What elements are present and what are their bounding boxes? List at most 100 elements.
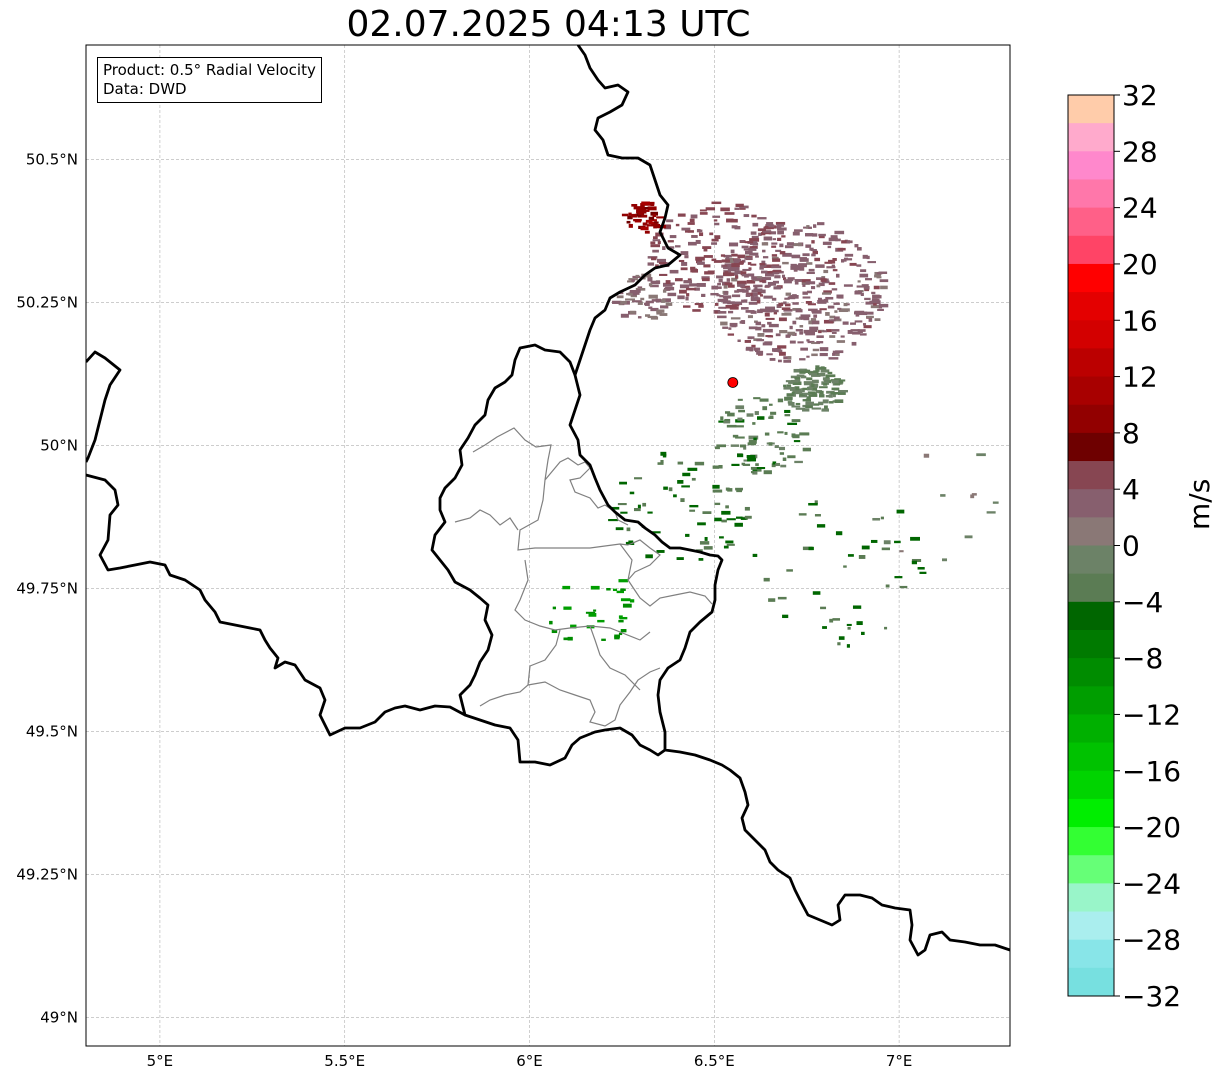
velocity-pixel bbox=[732, 434, 739, 438]
velocity-pixel bbox=[757, 228, 766, 232]
velocity-pixel bbox=[633, 206, 643, 210]
velocity-pixel bbox=[789, 387, 796, 391]
velocity-pixel bbox=[750, 231, 757, 235]
velocity-pixel bbox=[590, 585, 600, 590]
velocity-pixel bbox=[793, 440, 801, 443]
canton-boundary bbox=[454, 427, 713, 727]
velocity-pixel bbox=[792, 243, 802, 247]
velocity-pixel bbox=[773, 310, 778, 315]
velocity-pixel bbox=[809, 372, 817, 376]
colorbar-segment bbox=[1068, 151, 1114, 180]
velocity-pixel bbox=[832, 258, 837, 261]
velocity-pixel bbox=[840, 259, 845, 263]
info-data-source: Data: DWD bbox=[103, 80, 187, 98]
velocity-pixel bbox=[873, 285, 880, 290]
velocity-pixel bbox=[677, 213, 686, 217]
velocity-pixel bbox=[714, 517, 722, 522]
velocity-pixel bbox=[834, 230, 845, 235]
velocity-pixel bbox=[784, 431, 788, 435]
velocity-pixel bbox=[617, 503, 627, 506]
velocity-pixel bbox=[795, 309, 803, 313]
velocity-pixel bbox=[805, 301, 812, 304]
velocity-pixel bbox=[691, 235, 698, 238]
velocity-pixel bbox=[827, 245, 832, 249]
velocity-pixel bbox=[629, 310, 636, 314]
velocity-pixel bbox=[819, 347, 829, 352]
velocity-pixel bbox=[762, 406, 768, 411]
velocity-pixel bbox=[637, 286, 643, 289]
velocity-pixel bbox=[811, 379, 819, 384]
colorbar-segment bbox=[1068, 432, 1114, 462]
velocity-pixel bbox=[652, 249, 659, 253]
velocity-pixel bbox=[831, 264, 835, 268]
velocity-pixel bbox=[786, 242, 794, 246]
velocity-pixel bbox=[731, 463, 740, 467]
velocity-pixel bbox=[765, 306, 776, 311]
velocity-pixel bbox=[690, 266, 696, 270]
velocity-pixel bbox=[751, 214, 757, 218]
velocity-pixel bbox=[821, 381, 830, 385]
velocity-pixel bbox=[828, 237, 838, 242]
map-frame-background bbox=[86, 45, 1010, 1046]
velocity-pixel bbox=[810, 318, 817, 321]
velocity-pixel bbox=[784, 245, 794, 249]
velocity-pixel bbox=[771, 297, 777, 301]
velocity-pixel bbox=[790, 263, 797, 266]
velocity-pixel bbox=[790, 265, 796, 270]
velocity-pixel bbox=[857, 329, 866, 332]
velocity-pixel bbox=[804, 369, 811, 374]
velocity-pixel bbox=[648, 283, 653, 287]
velocity-pixel bbox=[816, 374, 825, 377]
velocity-pixel bbox=[819, 394, 825, 398]
velocity-pixel bbox=[821, 280, 830, 284]
velocity-pixel bbox=[785, 292, 792, 296]
velocity-pixel bbox=[628, 212, 632, 216]
velocity-pixel bbox=[870, 305, 879, 309]
velocity-pixel bbox=[792, 434, 800, 439]
velocity-pixel bbox=[816, 341, 824, 344]
velocity-pixel bbox=[763, 264, 774, 268]
velocity-pixel bbox=[821, 292, 831, 295]
velocity-pixel bbox=[728, 242, 739, 247]
velocity-pixel bbox=[597, 619, 605, 623]
velocity-pixel bbox=[835, 238, 841, 242]
velocity-pixel bbox=[666, 219, 674, 223]
velocity-pixel bbox=[809, 326, 819, 331]
velocity-pixel bbox=[636, 209, 645, 214]
velocity-pixel bbox=[735, 419, 745, 423]
velocity-pixel bbox=[724, 291, 729, 294]
velocity-pixel bbox=[860, 269, 867, 273]
velocity-pixel bbox=[629, 491, 635, 495]
velocity-pixel bbox=[805, 331, 816, 336]
velocity-pixel bbox=[818, 330, 822, 334]
velocity-pixel bbox=[720, 254, 726, 257]
velocity-pixel bbox=[863, 325, 872, 329]
velocity-pixel bbox=[734, 290, 739, 293]
velocity-pixel bbox=[822, 399, 829, 404]
velocity-pixel bbox=[680, 251, 689, 255]
velocity-pixel bbox=[648, 306, 653, 309]
velocity-pixel bbox=[763, 236, 773, 241]
velocity-pixel bbox=[826, 390, 835, 394]
velocity-pixel bbox=[779, 452, 785, 455]
lat-tick-label: 49°N bbox=[40, 1008, 78, 1026]
velocity-pixel bbox=[701, 278, 710, 282]
velocity-pixel bbox=[642, 206, 649, 210]
velocity-pixel bbox=[739, 444, 746, 448]
velocity-pixel bbox=[723, 266, 730, 270]
velocity-pixel bbox=[667, 246, 675, 249]
velocity-pixel bbox=[797, 341, 804, 344]
velocity-pixel bbox=[805, 405, 813, 409]
velocity-pixel bbox=[835, 353, 840, 357]
velocity-pixel bbox=[744, 250, 753, 255]
velocity-pixel bbox=[753, 437, 757, 441]
colorbar-segment bbox=[1068, 883, 1114, 913]
velocity-pixel bbox=[746, 413, 754, 417]
velocity-pixel bbox=[786, 393, 794, 396]
velocity-pixel bbox=[674, 278, 683, 282]
velocity-pixel bbox=[806, 377, 813, 381]
velocity-pixel bbox=[620, 300, 627, 304]
velocity-pixel bbox=[822, 330, 827, 333]
velocity-pixel bbox=[721, 259, 730, 263]
velocity-pixel bbox=[725, 540, 734, 544]
